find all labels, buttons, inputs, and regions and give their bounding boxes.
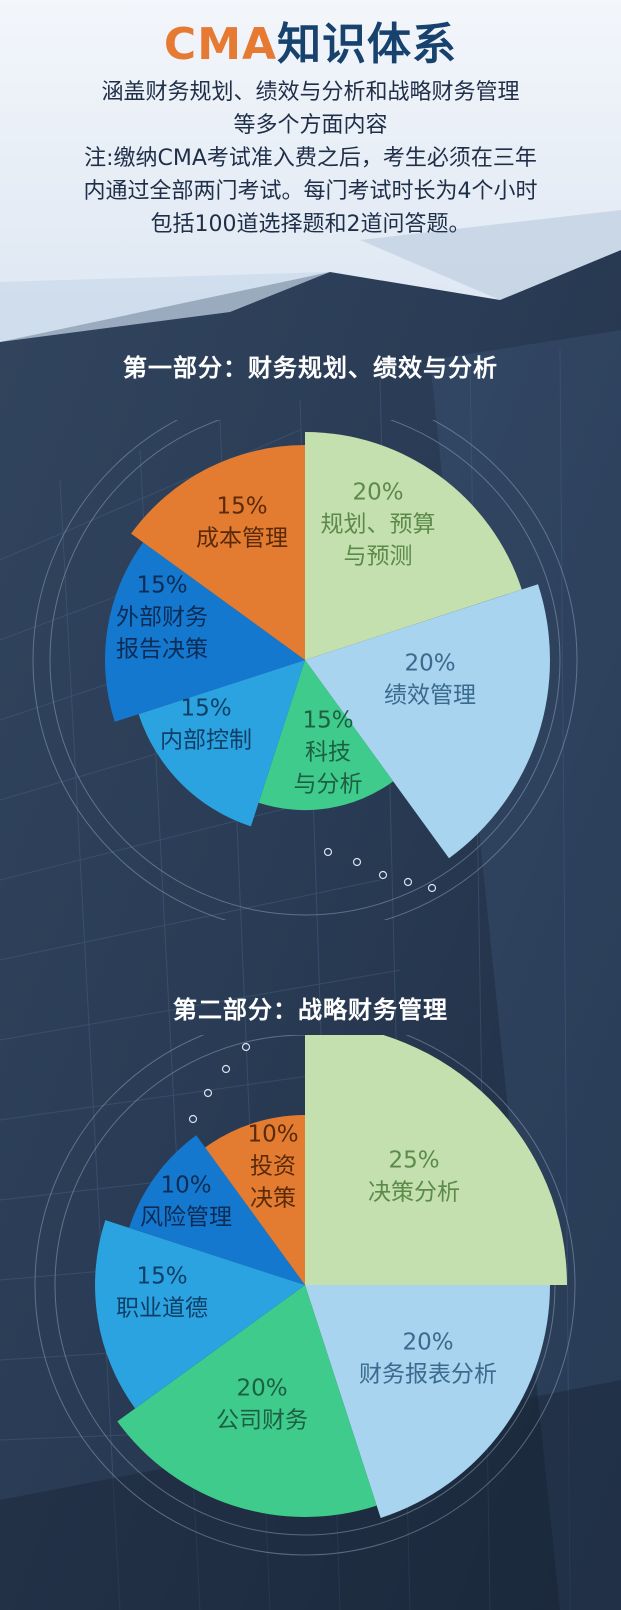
slice-name-label: 科技 [305,740,351,766]
slice-percent-label: 15% [302,708,353,734]
ring-decoration [49,420,561,916]
intro-line: 注:缴纳CMA考试准入费之后，考生必须在三年 [84,146,537,171]
pie-slice [305,584,550,859]
dot-decoration [188,1114,198,1124]
dot-decoration [241,1042,251,1052]
slice-name-label: 成本管理 [196,526,288,552]
slice-name-label: 与预测 [344,544,413,570]
dot-decoration [221,1064,231,1074]
slice-percent-label: 15% [180,696,231,722]
section-2-title: 第二部分：战略财务管理 [173,996,448,1024]
slice-name-label: 财务报表分析 [359,1362,497,1388]
intro-line: 涵盖财务规划、绩效与分析和战略财务管理 [101,80,520,105]
pie-chart-part-2: 25% 决策分析 20% 财务报表分析 20% 公司财务 15% 职业道德 10% 风险管理 10%… [34,1035,576,1556]
intro-line: 等多个方面内容 [233,113,388,138]
slice-name-label: 职业道德 [116,1296,208,1322]
slice-percent-label: 20% [402,1330,453,1356]
pie-slice [305,1035,567,1285]
dot-decoration [203,1088,213,1098]
slice-percent-label: 15% [216,494,267,520]
pie-slice [104,542,305,722]
dot-decoration [427,883,437,893]
intro-line: 内通过全部两门考试。每门考试时长为4个小时 [83,179,538,204]
pie-slice [95,1220,305,1409]
section-1-title: 第一部分：财务规划、绩效与分析 [123,354,498,382]
pie-slice [129,1135,305,1285]
slice-name-label: 决策 [250,1186,296,1212]
intro-line: 包括100道选择题和2道问答题。 [150,212,471,237]
slice-percent-label: 20% [404,651,455,677]
pie-slice [117,1285,377,1517]
slice-name-label: 决策分析 [368,1180,460,1206]
slice-percent-label: 10% [247,1122,298,1148]
dot-decoration [403,877,413,887]
slice-name-label: 与分析 [294,772,363,798]
slice-name-label: 绩效管理 [384,683,476,709]
slice-percent-label: 25% [388,1148,439,1174]
slice-name-label: 外部财务 [116,605,208,631]
header: CMA知识体系 涵盖财务规划、绩效与分析和战略财务管理 等多个方面内容 注:缴纳… [0,0,621,241]
slice-percent-label: 20% [236,1376,287,1402]
slice-name-label: 公司财务 [216,1408,308,1434]
slice-percent-label: 20% [352,480,403,506]
pie-slice [138,660,305,827]
slice-name-label: 报告决策 [116,637,208,663]
slice-percent-label: 10% [160,1173,211,1199]
dot-decoration [352,857,362,867]
pie-slice [305,1285,550,1518]
title-latin: CMA [163,19,278,70]
slice-name-label: 风险管理 [140,1205,232,1231]
pie-slice [205,1115,305,1285]
slice-percent-label: 15% [136,573,187,599]
ring-decoration [32,420,578,920]
pie-slice [131,445,305,660]
title-cjk: 知识体系 [277,19,458,70]
pie-slice [305,432,522,660]
slice-name-label: 投资 [250,1154,296,1180]
slice-name-label: 规划、预算 [321,512,436,538]
slice-name-label: 内部控制 [160,728,252,754]
dot-decoration [323,847,333,857]
pie-slice [258,660,394,811]
page-title: CMA知识体系 [0,16,621,74]
ring-decoration [34,1035,576,1556]
slice-percent-label: 15% [136,1264,187,1290]
dot-decoration [378,870,388,880]
intro-text: 涵盖财务规划、绩效与分析和战略财务管理 等多个方面内容 注:缴纳CMA考试准入费… [0,76,621,241]
